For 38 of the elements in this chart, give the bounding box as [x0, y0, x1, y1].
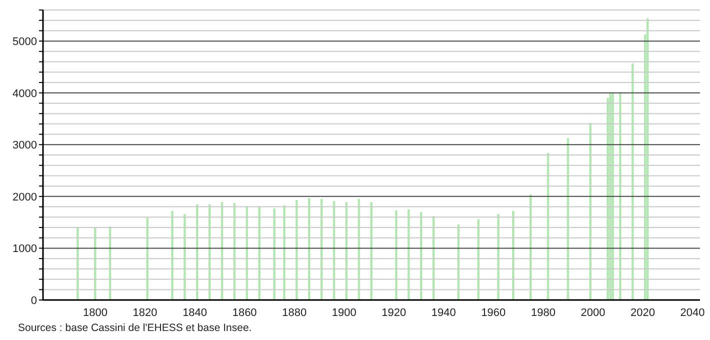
bar [94, 228, 96, 300]
y-tick-label: 0 [30, 294, 37, 307]
x-tick-label: 2040 [680, 306, 705, 319]
x-tick-label: 1880 [282, 306, 307, 319]
y-tick-label: 4000 [12, 88, 37, 100]
bar [420, 212, 422, 300]
bar [395, 210, 398, 300]
x-tick-label: 1940 [431, 306, 456, 319]
y-tick-label: 2000 [12, 191, 37, 204]
bar [530, 194, 532, 300]
x-tick-label: 2020 [630, 306, 656, 319]
source-note: Sources : base Cassini de l'EHESS et base Insee. [18, 322, 252, 334]
bar [612, 92, 614, 300]
bar [512, 210, 514, 300]
x-tick-label: 1960 [481, 306, 506, 319]
y-tick-label: 3000 [12, 140, 37, 152]
bar [171, 210, 174, 300]
bar [184, 214, 186, 300]
bar [283, 205, 286, 300]
bar [632, 63, 634, 300]
bar [308, 198, 310, 300]
x-tick-label: 1820 [132, 306, 158, 319]
bar [497, 214, 500, 300]
x-tick-label: 1860 [232, 306, 257, 319]
x-tick-label: 2000 [580, 306, 606, 319]
bar [408, 209, 410, 300]
bar [296, 200, 298, 300]
x-tick-label: 1800 [83, 306, 108, 319]
x-tick-label: 1900 [332, 306, 356, 319]
bar [196, 204, 198, 300]
bar [619, 92, 622, 300]
x-tick-label: 1840 [182, 306, 208, 319]
x-tick-label: 1920 [382, 306, 406, 319]
bar [76, 228, 79, 300]
y-tick-label: 1000 [12, 243, 37, 256]
bar [273, 208, 276, 300]
y-tick-label: 5000 [12, 36, 37, 48]
x-tick-label: 1980 [530, 306, 556, 319]
